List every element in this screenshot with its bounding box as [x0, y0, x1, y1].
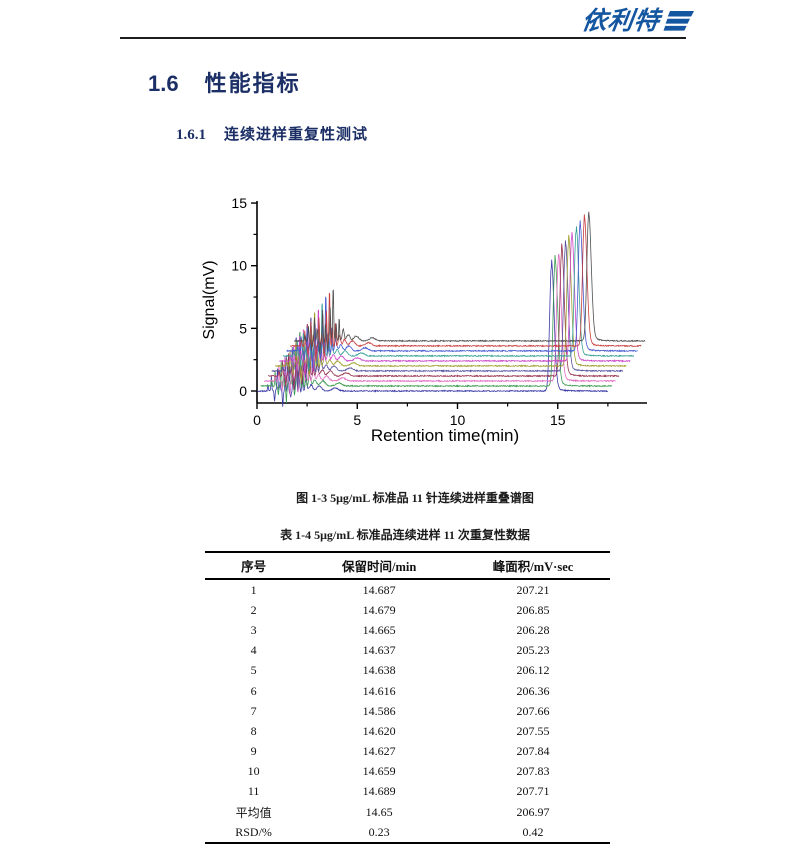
- repeatability-table: 序号 保留时间/min 峰面积/mV·sec 1 14.687 207.21 2 14.67…: [205, 551, 610, 845]
- table-row: 2 14.679 206.85: [205, 600, 610, 620]
- subsection-title: 连续进样重复性测试: [224, 126, 369, 143]
- chromatogram-trace: [267, 243, 620, 390]
- section-title: 性能指标: [204, 71, 301, 96]
- table-cell: 14.627: [362, 744, 396, 759]
- y-tick-label: 0: [239, 383, 247, 399]
- table-header-row: 序号 保留时间/min 峰面积/mV·sec: [205, 552, 610, 580]
- x-tick-label: 5: [353, 412, 361, 428]
- table-cell: 3: [250, 622, 257, 637]
- table-cell: 14.637: [362, 643, 396, 658]
- column-header: 保留时间/min: [302, 552, 457, 580]
- table-cell: 14.616: [362, 683, 396, 698]
- table-cell: 14.689: [362, 784, 396, 799]
- table-cell: 1: [250, 582, 257, 597]
- table-row: 平均值 14.65 206.97: [205, 802, 610, 822]
- subsection-heading: 1.6.1 连续进样重复性测试: [176, 123, 368, 144]
- table-cell: 10: [247, 764, 260, 779]
- chromatogram-trace: [293, 211, 646, 355]
- y-tick-label: 10: [231, 258, 247, 274]
- table-cell: 平均值: [235, 805, 272, 820]
- table-cell: 207.55: [516, 723, 550, 738]
- table-cell: 8: [250, 723, 257, 738]
- chromatogram-trace: [275, 234, 627, 382]
- chromatogram-trace: [279, 232, 631, 375]
- table-row: 10 14.659 207.83: [205, 762, 610, 782]
- chromatogram-trace: [290, 214, 642, 362]
- table-cell: 4: [250, 643, 257, 658]
- y-tick-label: 5: [239, 320, 247, 336]
- table-cell: 206.28: [516, 622, 550, 637]
- table-cell: 5: [250, 663, 257, 678]
- table-cell: 14.659: [362, 764, 396, 779]
- table-cell: 207.21: [516, 582, 550, 597]
- table-cell: 14.620: [362, 723, 396, 738]
- chromatogram-trace: [286, 220, 638, 368]
- section-number: 1.6: [148, 71, 179, 96]
- chromatogram-trace: [256, 259, 608, 407]
- section-heading: 1.6 性能指标: [148, 66, 301, 98]
- header-rule: [120, 37, 686, 39]
- table-caption: 表 1-4 5μg/mL 标准品连续进样 11 次重复性数据: [280, 528, 530, 542]
- chromatogram-chart: 0 5 10 15 0 5 10 15 Retention time(min) Signal(mV…: [201, 195, 647, 445]
- company-logo: 依利特: [580, 6, 695, 36]
- table-cell: 2: [250, 602, 257, 617]
- table-row: 11 14.689 207.71: [205, 782, 610, 802]
- table-cell: 207.83: [516, 764, 550, 779]
- x-tick-label: 10: [450, 412, 466, 428]
- table-row: RSD/% 0.23 0.42: [205, 822, 610, 843]
- company-logo-text: 依利特: [580, 7, 662, 35]
- table-cell: 206.12: [516, 663, 550, 678]
- table-cell: 0.23: [368, 824, 390, 839]
- chromatogram-figure: 0 5 10 15 0 5 10 15 Retention time(min) Signal(mV…: [195, 188, 665, 456]
- table-cell: 205.23: [516, 643, 550, 658]
- column-header: 序号: [205, 552, 303, 580]
- table-cell: 7: [250, 703, 257, 718]
- table-cell: 14.679: [362, 602, 396, 617]
- table-cell: 207.84: [516, 744, 550, 759]
- x-axis-title: Retention time(min): [371, 426, 519, 445]
- table-row: 8 14.620 207.55: [205, 721, 610, 741]
- table-row: 9 14.627 207.84: [205, 742, 610, 762]
- table-row: 1 14.687 207.21: [205, 579, 610, 600]
- table-cell: 11: [247, 784, 260, 799]
- chromatogram-trace: [282, 226, 634, 371]
- x-tick-label: 0: [253, 412, 261, 428]
- table-cell: 14.687: [362, 582, 396, 597]
- table-cell: RSD/%: [235, 824, 272, 839]
- chromatogram-trace: [264, 253, 616, 396]
- table-cell: 14.65: [365, 804, 393, 819]
- table-cell: 207.71: [516, 784, 550, 799]
- table-row: 4 14.637 205.23: [205, 641, 610, 661]
- table-cell: 207.66: [516, 703, 550, 718]
- table-cell: 206.97: [516, 804, 550, 819]
- y-axis-title: Signal(mV): [201, 260, 218, 339]
- table-row: 7 14.586 207.66: [205, 701, 610, 721]
- table-cell: 206.85: [516, 602, 550, 617]
- table-cell: 0.42: [522, 824, 544, 839]
- table-row: 5 14.638 206.12: [205, 661, 610, 681]
- table-cell: 14.638: [362, 663, 396, 678]
- table-row: 6 14.616 206.36: [205, 681, 610, 701]
- table-cell: 9: [250, 744, 257, 759]
- figure-caption: 图 1-3 5μg/mL 标准品 11 针连续进样重叠谱图: [296, 491, 534, 505]
- chromatogram-trace: [271, 240, 624, 388]
- subsection-number: 1.6.1: [176, 127, 206, 143]
- table-cell: 6: [250, 683, 257, 698]
- table-cell: 14.586: [362, 703, 396, 718]
- logo-stripes-icon: [663, 10, 695, 31]
- x-tick-label: 15: [550, 412, 566, 428]
- table-cell: 14.665: [362, 622, 396, 637]
- table-cell: 206.36: [516, 683, 550, 698]
- column-header: 峰面积/mV·sec: [456, 552, 610, 580]
- table-row: 3 14.665 206.28: [205, 620, 610, 640]
- y-tick-label: 15: [231, 195, 247, 211]
- chromatogram-trace: [260, 254, 612, 404]
